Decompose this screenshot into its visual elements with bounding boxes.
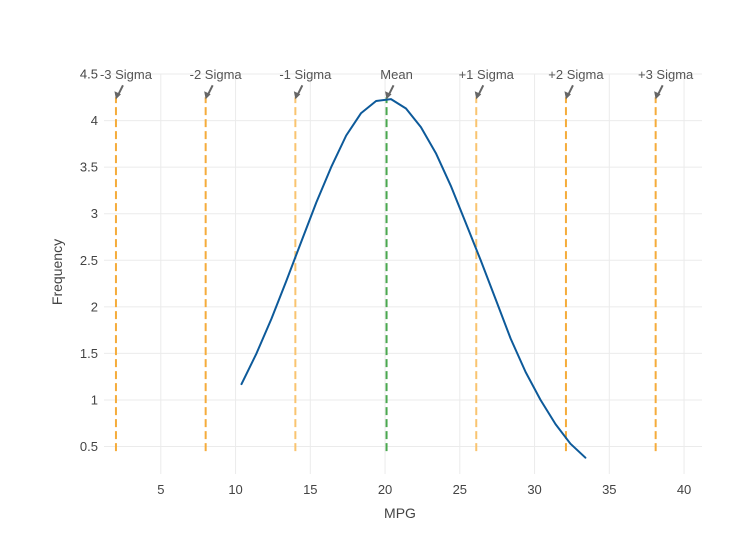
annotation-label: -2 Sigma [190, 67, 243, 82]
y-axis-label: Frequency [49, 239, 65, 305]
x-tick-label: 25 [453, 482, 467, 497]
x-axis-label: MPG [384, 505, 416, 521]
y-tick-label: 1.5 [80, 346, 98, 361]
y-tick-label: 2 [91, 299, 98, 314]
annotation-label: -3 Sigma [100, 67, 153, 82]
y-tick-labels: 0.5 1 1.5 2 2.5 3 3.5 4 4.5 [80, 67, 98, 455]
y-tick-label: 1 [91, 392, 98, 407]
annotation-arrow [475, 85, 484, 99]
y-tick-label: 2.5 [80, 253, 98, 268]
annotation-label: +3 Sigma [638, 67, 694, 82]
x-tick-label: 20 [378, 482, 392, 497]
annotation-label: Mean [380, 67, 413, 82]
annotation-arrow [564, 85, 573, 99]
y-tick-label: 3 [91, 206, 98, 221]
grid [104, 74, 702, 474]
sigma-lines [116, 97, 656, 451]
y-tick-label: 4.5 [80, 67, 98, 82]
x-tick-label: 5 [157, 482, 164, 497]
y-tick-label: 0.5 [80, 439, 98, 454]
annotation-label: -1 Sigma [279, 67, 332, 82]
y-tick-label: 3.5 [80, 160, 98, 175]
y-tick-label: 4 [91, 113, 98, 128]
x-tick-label: 15 [303, 482, 317, 497]
annotation-label: +2 Sigma [548, 67, 604, 82]
x-tick-label: 30 [527, 482, 541, 497]
x-tick-label: 10 [228, 482, 242, 497]
annotation-arrow [204, 85, 213, 99]
x-tick-label: 40 [677, 482, 691, 497]
annotation-arrow [385, 85, 394, 99]
annotations: -3 Sigma -2 Sigma -1 Sigma Mean +1 Sigma +2 S… [100, 67, 694, 99]
annotation-label: +1 Sigma [459, 67, 515, 82]
annotation-arrow [654, 85, 663, 99]
x-tick-labels: 5 10 15 20 25 30 35 40 [157, 482, 691, 497]
annotation-arrow [114, 85, 123, 99]
series [242, 99, 586, 458]
series-line [242, 99, 586, 458]
x-tick-label: 35 [602, 482, 616, 497]
annotation-arrow [294, 85, 303, 99]
